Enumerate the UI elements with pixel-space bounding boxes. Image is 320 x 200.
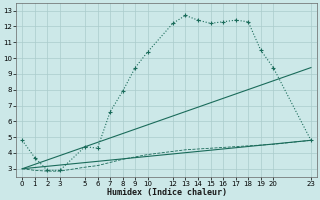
X-axis label: Humidex (Indice chaleur): Humidex (Indice chaleur) <box>107 188 227 197</box>
